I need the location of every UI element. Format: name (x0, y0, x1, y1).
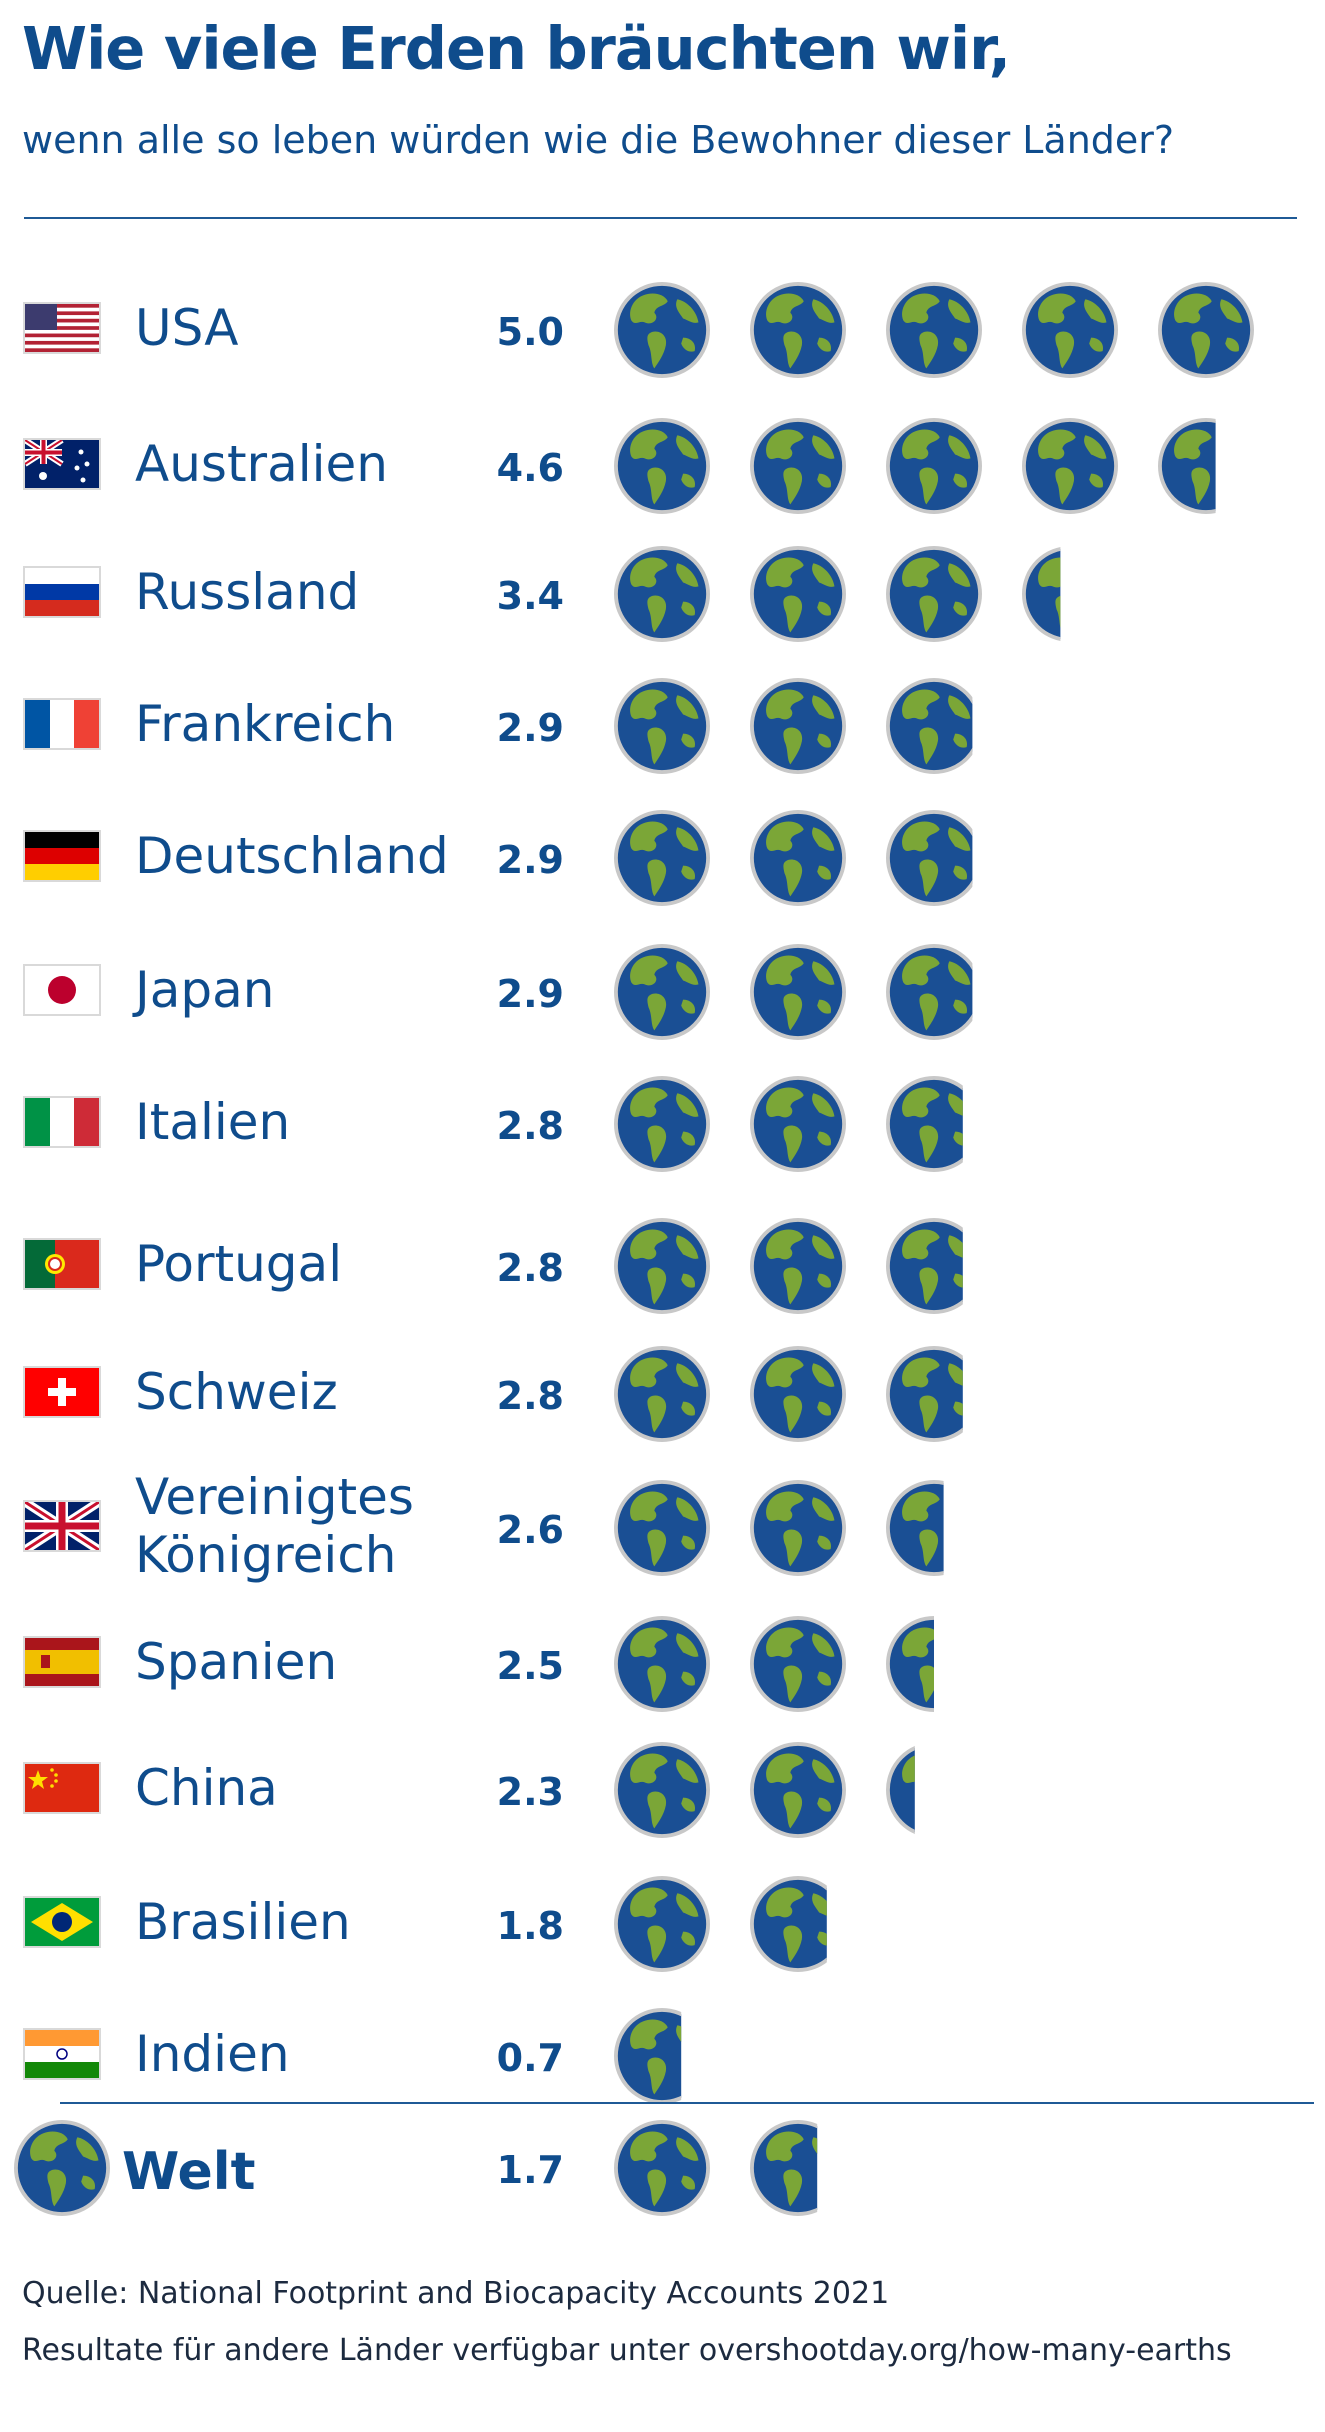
value-label: 2.6 (496, 1508, 564, 1552)
country-row: Frankreich 2.9 (0, 678, 1325, 778)
country-row: Italien 2.8 (0, 1076, 1325, 1176)
value-label: 0.7 (496, 2036, 564, 2080)
flag-icon-it (25, 1098, 99, 1146)
country-label: China (135, 1759, 278, 1817)
country-label: Spanien (135, 1633, 338, 1691)
value-label: 2.9 (496, 972, 564, 1016)
flag-icon-ru (25, 568, 99, 616)
earth-bar (614, 1616, 1314, 1716)
country-label: Deutschland (135, 827, 449, 885)
value-label: 2.8 (496, 1246, 564, 1290)
earth-bar (614, 282, 1314, 382)
country-row: Vereinigtes Königreich 2.6 (0, 1468, 1325, 1584)
country-row: Russland 3.4 (0, 546, 1325, 646)
world-row: Welt 1.7 (0, 2120, 1325, 2220)
country-row: USA 5.0 (0, 282, 1325, 382)
world-label: Welt (122, 2142, 256, 2202)
value-label: 1.8 (496, 1904, 564, 1948)
value-label: 2.9 (496, 838, 564, 882)
world-value: 1.7 (496, 2148, 564, 2192)
earth-bar (614, 1876, 1314, 1976)
country-row: Indien 0.7 (0, 2008, 1325, 2108)
earth-bar (614, 1346, 1314, 1446)
flag-icon-gb (25, 1502, 99, 1550)
country-label: Indien (135, 2025, 290, 2083)
country-row: Brasilien 1.8 (0, 1876, 1325, 1976)
country-row: Deutschland 2.9 (0, 810, 1325, 910)
value-label: 2.8 (496, 1374, 564, 1418)
flag-icon-cn (25, 1764, 99, 1812)
earth-bar (614, 810, 1314, 910)
value-label: 5.0 (496, 310, 564, 354)
country-label: Portugal (135, 1235, 343, 1293)
flag-icon-br (25, 1898, 99, 1946)
earth-bar (614, 944, 1314, 1044)
country-label: USA (135, 299, 239, 357)
value-label: 2.9 (496, 706, 564, 750)
earth-bar (614, 546, 1314, 646)
flag-icon-in (25, 2030, 99, 2078)
earth-bar (614, 1480, 1314, 1580)
country-label: Vereinigtes Königreich (135, 1468, 414, 1584)
earth-bar (614, 678, 1314, 778)
country-row: China 2.3 (0, 1742, 1325, 1842)
country-label: Schweiz (135, 1363, 338, 1421)
country-label: Japan (135, 961, 275, 1019)
flag-icon-ch (25, 1368, 99, 1416)
earth-bar (614, 1218, 1314, 1318)
flag-icon-pt (25, 1240, 99, 1288)
country-row: Spanien 2.5 (0, 1616, 1325, 1716)
bottom-divider (60, 2102, 1314, 2104)
earth-bar (614, 418, 1314, 518)
country-label: Italien (135, 1093, 291, 1151)
earth-icon (14, 2120, 110, 2220)
country-label: Brasilien (135, 1893, 351, 1951)
value-label: 2.5 (496, 1644, 564, 1688)
earth-bar (614, 1076, 1314, 1176)
country-row: Portugal 2.8 (0, 1218, 1325, 1318)
country-row: Schweiz 2.8 (0, 1346, 1325, 1446)
flag-icon-es (25, 1638, 99, 1686)
country-label: Frankreich (135, 695, 396, 753)
value-label: 3.4 (496, 574, 564, 618)
country-label: Australien (135, 435, 388, 493)
flag-icon-jp (25, 966, 99, 1014)
chart-title: Wie viele Erden bräuchten wir, (22, 14, 1011, 83)
earth-bar (614, 1742, 1314, 1842)
country-label: Russland (135, 563, 360, 621)
flag-icon-de (25, 832, 99, 880)
flag-icon-us (25, 304, 99, 352)
value-label: 4.6 (496, 446, 564, 490)
availability-note: Resultate für andere Länder verfügbar un… (22, 2333, 1232, 2368)
country-row: Australien 4.6 (0, 418, 1325, 518)
flag-icon-fr (25, 700, 99, 748)
chart-subtitle: wenn alle so leben würden wie die Bewohn… (22, 118, 1175, 162)
value-label: 2.3 (496, 1770, 564, 1814)
flag-icon-au (25, 440, 99, 488)
country-row: Japan 2.9 (0, 944, 1325, 1044)
world-earths (614, 2120, 1314, 2220)
top-divider (24, 217, 1297, 219)
value-label: 2.8 (496, 1104, 564, 1148)
source-text: Quelle: National Footprint and Biocapaci… (22, 2276, 890, 2311)
earth-bar (614, 2008, 1314, 2108)
